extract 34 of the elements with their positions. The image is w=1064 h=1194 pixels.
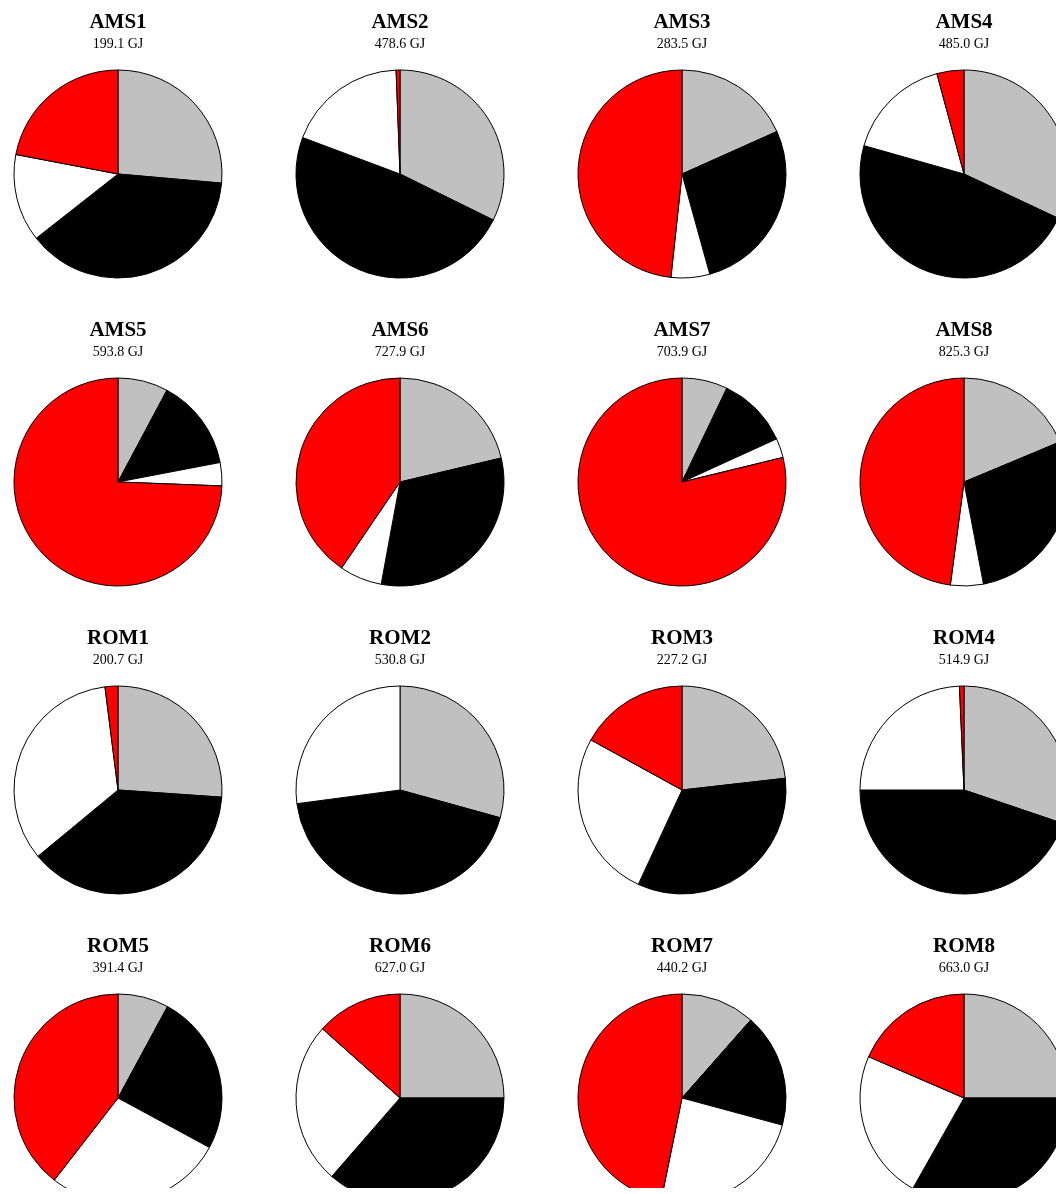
chart-subtitle: 593.8 GJ xyxy=(92,344,144,359)
chart-subtitle: 825.3 GJ xyxy=(938,344,990,359)
chart-subtitle: 283.5 GJ xyxy=(656,36,708,51)
chart-subtitle: 485.0 GJ xyxy=(938,36,990,51)
chart-title: AMS2 xyxy=(371,9,429,33)
chart-subtitle: 391.4 GJ xyxy=(92,960,144,975)
chart-title: AMS4 xyxy=(935,9,994,33)
chart-title: ROM3 xyxy=(651,625,713,649)
chart-subtitle: 200.7 GJ xyxy=(92,652,144,667)
chart-subtitle: 627.0 GJ xyxy=(374,960,426,975)
chart-title: ROM5 xyxy=(87,933,149,957)
chart-title: AMS6 xyxy=(371,317,429,341)
chart-title: ROM2 xyxy=(369,625,431,649)
chart-title: AMS3 xyxy=(653,9,711,33)
chart-title: AMS8 xyxy=(935,317,993,341)
chart-title: AMS5 xyxy=(89,317,147,341)
pie-slice xyxy=(13,377,223,587)
chart-subtitle: 727.9 GJ xyxy=(374,344,426,359)
chart-title: ROM7 xyxy=(651,933,713,957)
chart-title: ROM8 xyxy=(933,933,995,957)
chart-title: ROM6 xyxy=(369,933,431,957)
chart-subtitle: 227.2 GJ xyxy=(656,652,708,667)
chart-subtitle: 440.2 GJ xyxy=(656,960,708,975)
pie-slice xyxy=(577,377,787,587)
chart-title: AMS7 xyxy=(653,317,711,341)
chart-title: AMS1 xyxy=(89,9,147,33)
chart-subtitle: 703.9 GJ xyxy=(656,344,708,359)
chart-title: ROM4 xyxy=(933,625,996,649)
chart-subtitle: 530.8 GJ xyxy=(374,652,426,667)
chart-subtitle: 514.9 GJ xyxy=(938,652,990,667)
chart-subtitle: 663.0 GJ xyxy=(938,960,990,975)
chart-subtitle: 199.1 GJ xyxy=(92,36,144,51)
chart-subtitle: 478.6 GJ xyxy=(374,36,426,51)
chart-title: ROM1 xyxy=(87,625,149,649)
